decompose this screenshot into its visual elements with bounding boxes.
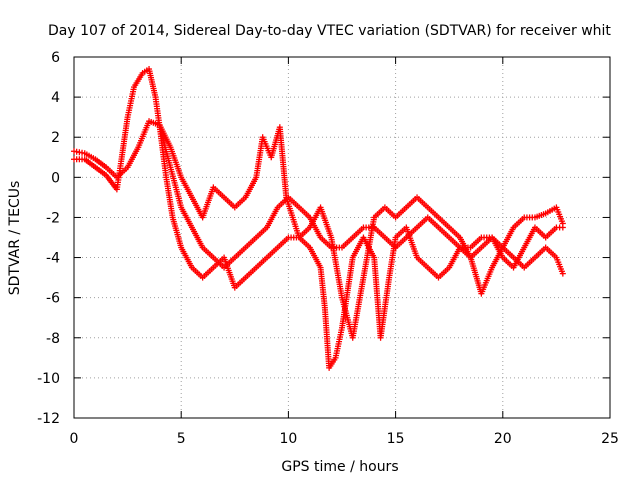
axis-ticks [73, 56, 611, 419]
x-tick-label: 15 [387, 431, 405, 447]
y-tick-label: -8 [46, 331, 60, 347]
x-axis-label: GPS time / hours [281, 459, 398, 475]
data-point [559, 224, 566, 231]
data-points [71, 66, 566, 371]
y-tick-label: -2 [46, 210, 60, 226]
plot-frame [73, 56, 611, 419]
x-tick-label: 10 [279, 431, 297, 447]
y-tick-label: -6 [46, 291, 60, 307]
x-tick-label: 0 [70, 431, 79, 447]
x-tick-label: 25 [601, 431, 619, 447]
y-tick-label: -12 [37, 411, 60, 427]
y-axis-label: SDTVAR / TECUs [7, 181, 23, 296]
data-point [559, 270, 566, 277]
y-tick-label: 0 [51, 170, 60, 186]
y-tick-label: 6 [51, 50, 60, 66]
y-tick-label: -4 [46, 251, 60, 267]
y-tick-label: -10 [37, 371, 60, 387]
x-tick-label: 5 [177, 431, 186, 447]
chart-title: Day 107 of 2014, Sidereal Day-to-day VTE… [48, 23, 611, 39]
y-tick-label: 2 [51, 130, 60, 146]
y-tick-label: 4 [51, 90, 60, 106]
x-tick-label: 20 [494, 431, 512, 447]
